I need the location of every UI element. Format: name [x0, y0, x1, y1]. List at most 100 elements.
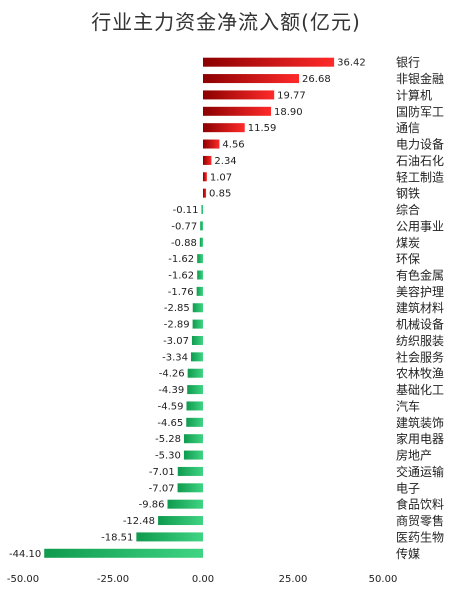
- bar: [203, 74, 300, 84]
- bar: [203, 57, 335, 67]
- category-label: 石油石化: [396, 154, 444, 168]
- bar: [191, 335, 203, 345]
- bar: [201, 205, 203, 215]
- value-label: -1.62: [168, 254, 194, 265]
- value-label: -5.28: [155, 434, 181, 445]
- category-label: 环保: [396, 252, 420, 266]
- category-label: 传媒: [396, 546, 420, 561]
- category-label: 交通运输: [396, 464, 444, 479]
- category-label: 基础化工: [396, 383, 444, 397]
- bar: [44, 548, 203, 558]
- category-label: 有色金属: [396, 268, 444, 283]
- bar: [197, 270, 203, 280]
- category-label: 钢铁: [396, 187, 420, 201]
- bar: [177, 466, 203, 476]
- value-label: -4.59: [158, 401, 184, 412]
- bar: [192, 303, 203, 313]
- category-label: 煤炭: [396, 236, 420, 250]
- category-label: 机械设备: [396, 317, 444, 332]
- category-label: 非银金融: [396, 71, 444, 86]
- category-label: 建筑材料: [396, 300, 444, 315]
- category-label: 银行: [396, 56, 420, 70]
- value-label: -5.30: [155, 451, 181, 462]
- bar: [203, 106, 272, 116]
- bar: [203, 155, 212, 165]
- bar: [177, 483, 203, 493]
- bar: [203, 172, 207, 182]
- category-label: 综合: [396, 202, 420, 217]
- value-label: 18.90: [274, 107, 303, 118]
- value-label: -3.07: [163, 336, 189, 347]
- bar: [158, 516, 203, 526]
- bar: [199, 237, 203, 247]
- value-label: -0.77: [171, 221, 197, 232]
- value-label: -18.51: [101, 532, 133, 543]
- bar: [187, 385, 203, 395]
- x-tick-label: -50.00: [7, 574, 39, 585]
- category-label: 商贸零售: [396, 513, 444, 528]
- value-label: -4.65: [157, 418, 183, 429]
- bar: [167, 499, 203, 509]
- value-label: -7.01: [149, 467, 175, 478]
- value-label: 2.34: [214, 156, 236, 167]
- category-label: 美容护理: [396, 284, 444, 299]
- value-label: 1.07: [210, 172, 232, 183]
- bar: [203, 139, 220, 149]
- category-label: 房地产: [396, 448, 432, 463]
- bar: [187, 368, 203, 378]
- bar: [200, 221, 203, 231]
- category-label: 食品饮料: [396, 497, 444, 512]
- value-label: 26.68: [302, 74, 331, 85]
- value-label: 19.77: [277, 90, 306, 101]
- value-label: -1.62: [168, 271, 194, 282]
- bar: [136, 532, 203, 542]
- value-label: -44.10: [9, 549, 41, 560]
- chart-title: 行业主力资金净流入额(亿元): [91, 10, 361, 34]
- value-label: -1.76: [168, 287, 194, 298]
- category-label: 通信: [396, 121, 420, 135]
- x-tick-label: 25.00: [279, 574, 308, 585]
- x-tick-label: 50.00: [369, 574, 398, 585]
- category-label: 轻工制造: [396, 170, 444, 184]
- bar: [183, 450, 203, 460]
- category-label: 家用电器: [396, 431, 444, 446]
- value-label: -0.11: [173, 205, 199, 216]
- bar: [186, 401, 203, 411]
- category-label: 电力设备: [396, 138, 444, 152]
- value-label: -3.34: [162, 352, 188, 363]
- category-label: 国防军工: [396, 104, 444, 119]
- value-label: -0.88: [171, 238, 197, 249]
- value-label: -2.89: [164, 320, 190, 331]
- value-label: -12.48: [123, 516, 155, 527]
- category-label: 社会服务: [396, 349, 444, 364]
- x-tick-label: -25.00: [97, 574, 129, 585]
- bar: [203, 90, 275, 100]
- category-label: 电子: [396, 481, 420, 495]
- value-label: -4.26: [159, 369, 185, 380]
- category-label: 建筑装饰: [396, 415, 444, 430]
- category-label: 公用事业: [396, 219, 444, 233]
- category-label: 医药生物: [396, 530, 444, 544]
- value-label: -7.07: [149, 483, 175, 494]
- category-label: 汽车: [396, 398, 420, 413]
- category-label: 纺织服装: [396, 334, 444, 348]
- bar: [190, 352, 203, 362]
- value-label: 11.59: [248, 123, 277, 134]
- bar: [183, 434, 203, 444]
- category-label: 计算机: [396, 87, 432, 102]
- value-label: -2.85: [164, 303, 190, 314]
- value-label: 4.56: [222, 140, 244, 151]
- bar: [192, 319, 203, 329]
- x-tick-label: 0.00: [192, 574, 214, 585]
- category-label: 农林牧渔: [396, 367, 444, 381]
- bar: [197, 254, 203, 264]
- value-label: 36.42: [337, 58, 366, 69]
- value-label: -9.86: [139, 500, 165, 511]
- value-label: -4.39: [158, 385, 184, 396]
- bar: [203, 123, 245, 133]
- bar: [186, 417, 203, 427]
- bar: [203, 188, 207, 198]
- bar: [196, 286, 203, 296]
- value-label: 0.85: [209, 189, 231, 200]
